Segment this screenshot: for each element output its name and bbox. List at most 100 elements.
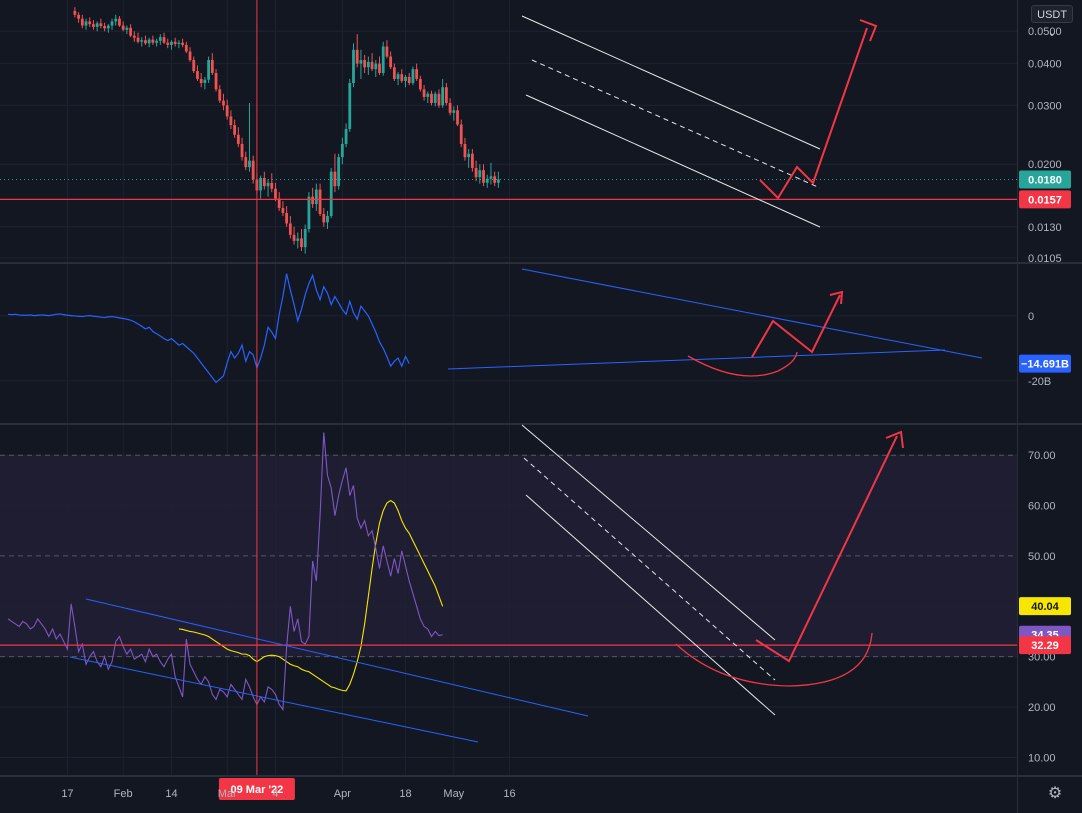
rsi-ma-line[interactable] [178, 499, 444, 692]
channel-mid-line[interactable] [531, 59, 821, 189]
candle-body[interactable] [129, 27, 132, 36]
candle-body[interactable] [140, 40, 144, 42]
candle-body[interactable] [144, 40, 147, 44]
curve-annotation[interactable] [675, 632, 873, 687]
candle-body[interactable] [244, 157, 248, 168]
candle-body[interactable] [125, 27, 129, 30]
rsi-lower-trendline[interactable] [69, 656, 479, 743]
candle-body[interactable] [459, 124, 463, 144]
candle-body[interactable] [92, 24, 95, 27]
candle-body[interactable] [318, 189, 322, 214]
candle-body[interactable] [73, 10, 77, 15]
candle-body[interactable] [229, 116, 233, 126]
candle-body[interactable] [389, 56, 393, 68]
candle-body[interactable] [444, 87, 448, 103]
candle-body[interactable] [181, 42, 185, 45]
candle-body[interactable] [177, 42, 181, 44]
price-pane[interactable] [0, 7, 1017, 254]
candle-body[interactable] [288, 223, 292, 235]
candle-body[interactable] [184, 44, 188, 52]
candle-body[interactable] [203, 79, 207, 84]
candle-body[interactable] [210, 60, 214, 73]
candle-body[interactable] [422, 89, 426, 97]
candle-body[interactable] [411, 69, 415, 84]
candle-body[interactable] [441, 87, 445, 106]
candle-body[interactable] [448, 102, 452, 113]
candle-body[interactable] [218, 89, 222, 101]
candle-body[interactable] [222, 100, 225, 106]
candle-body[interactable] [99, 23, 103, 27]
obv-pane[interactable] [7, 273, 410, 384]
candle-body[interactable] [207, 60, 211, 80]
time-scale[interactable]: 17 Feb 14 Mar 4 Apr 18 May 16 [61, 788, 515, 800]
candle-body[interactable] [355, 49, 359, 64]
candle-body[interactable] [248, 160, 251, 168]
candle-body[interactable] [274, 188, 277, 199]
candle-body[interactable] [314, 189, 318, 205]
candle-body[interactable] [281, 207, 285, 213]
candle-body[interactable] [467, 153, 471, 158]
candle-body[interactable] [225, 105, 229, 117]
price-scale[interactable]: 0.0500 0.0400 0.0300 0.0200 0.0130 0.0105 0 -20… [1019, 26, 1071, 764]
candle-body[interactable] [326, 216, 329, 223]
rsi-pane[interactable] [0, 432, 1017, 712]
candle-body[interactable] [88, 21, 92, 25]
candle-body[interactable] [333, 171, 337, 187]
candle-body[interactable] [311, 196, 315, 205]
candle-body[interactable] [118, 18, 121, 26]
candle-body[interactable] [396, 74, 400, 79]
candle-body[interactable] [404, 76, 407, 81]
candle-body[interactable] [485, 178, 489, 183]
candle-body[interactable] [366, 61, 370, 68]
candle-body[interactable] [378, 63, 381, 73]
currency-dropdown[interactable]: USDT ⌄ [1031, 5, 1073, 39]
candle-body[interactable] [173, 41, 177, 44]
candle-body[interactable] [170, 41, 173, 45]
candle-body[interactable] [296, 238, 300, 241]
candle-body[interactable] [270, 182, 274, 189]
candle-body[interactable] [400, 74, 404, 81]
candle-body[interactable] [110, 21, 114, 26]
candle-body[interactable] [322, 213, 326, 223]
candle-body[interactable] [106, 25, 110, 29]
candle-body[interactable] [292, 234, 296, 241]
channel-lower-line[interactable] [525, 94, 821, 228]
candle-body[interactable] [95, 23, 99, 27]
candle-body[interactable] [363, 60, 367, 68]
candle-body[interactable] [188, 51, 192, 61]
projection-arrow[interactable] [759, 27, 868, 200]
candle-body[interactable] [456, 110, 459, 125]
annotation-drawings[interactable] [69, 15, 983, 743]
candle-body[interactable] [158, 37, 162, 41]
candle-body[interactable] [418, 78, 422, 90]
candle-body[interactable] [162, 37, 166, 43]
candle-body[interactable] [262, 177, 266, 187]
candle-body[interactable] [151, 39, 155, 43]
candle-body[interactable] [114, 18, 118, 22]
candle-body[interactable] [77, 14, 80, 19]
gear-icon[interactable]: ⚙ [1047, 785, 1063, 802]
candle-body[interactable] [463, 143, 467, 158]
candle-body[interactable] [392, 67, 396, 79]
rsi-channel-lower-line[interactable] [525, 494, 776, 716]
projection-arrow[interactable] [755, 435, 898, 663]
candle-body[interactable] [166, 42, 170, 45]
candle-body[interactable] [430, 93, 433, 103]
candle-body[interactable] [251, 160, 255, 180]
candle-body[interactable] [489, 176, 493, 179]
candle-body[interactable] [277, 198, 281, 208]
candle-body[interactable] [121, 25, 125, 30]
obv-resistance-trendline[interactable] [521, 268, 983, 359]
candle-body[interactable] [80, 18, 84, 26]
rsi-channel-upper-line[interactable] [521, 424, 776, 641]
curve-annotation[interactable] [687, 351, 798, 377]
candle-body[interactable] [415, 69, 419, 79]
candle-body[interactable] [337, 157, 341, 187]
candle-body[interactable] [348, 83, 352, 129]
candle-body[interactable] [352, 49, 355, 84]
candle-body[interactable] [470, 153, 474, 168]
candle-body[interactable] [407, 76, 411, 84]
candle-body[interactable] [266, 182, 270, 187]
candle-body[interactable] [132, 35, 136, 38]
